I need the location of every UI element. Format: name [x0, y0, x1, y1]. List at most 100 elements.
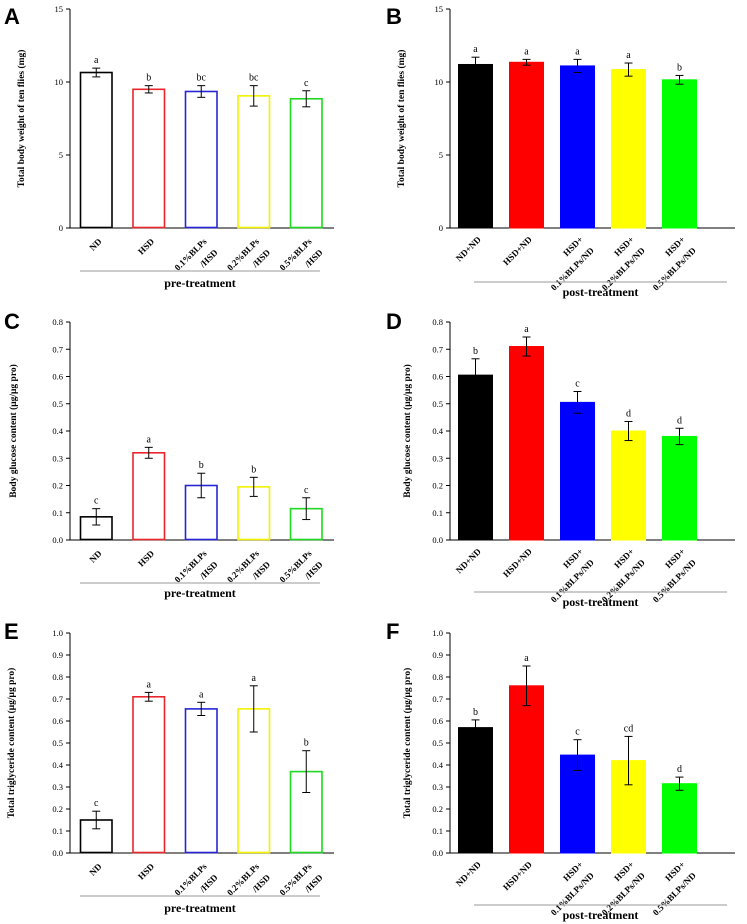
y-tick-label: 0.8 [432, 317, 443, 327]
y-axis-label: Total triglyceride content (μg/μg pro) [402, 668, 413, 819]
y-tick-label: 5 [439, 150, 443, 160]
panel-letter-a: A [4, 4, 20, 29]
y-axis-label: Total body weight of ten flies (mg) [16, 50, 27, 188]
significance-letter: c [304, 78, 309, 89]
y-tick-label: 0.7 [432, 694, 443, 704]
y-tick-label: 10 [55, 77, 64, 87]
y-tick-label: 0.2 [52, 481, 63, 491]
y-tick-label: 0.0 [432, 848, 443, 858]
bar [79, 71, 113, 229]
bar [458, 63, 493, 229]
significance-letter: c [94, 496, 99, 507]
group-label: pre-treatment [164, 586, 236, 600]
y-tick-label: 0.7 [432, 344, 443, 354]
x-tick-label: HSD [136, 861, 157, 882]
bar [289, 97, 323, 229]
panel-letter-f: F [386, 619, 399, 644]
y-tick-label: 0.4 [52, 426, 63, 436]
group-label: post-treatment [563, 908, 639, 922]
significance-letter: b [473, 707, 478, 718]
y-tick-label: 0.5 [432, 399, 443, 409]
y-tick-label: 0.9 [432, 650, 443, 660]
group-label: pre-treatment [164, 901, 236, 915]
y-tick-label: 0.5 [52, 738, 63, 748]
significance-letter: b [199, 460, 204, 471]
y-tick-label: 0.0 [52, 535, 63, 545]
significance-letter: a [473, 44, 478, 55]
y-tick-label: 0.0 [52, 848, 63, 858]
significance-letter: b [473, 346, 478, 357]
significance-letter: b [677, 62, 682, 73]
significance-letter: a [524, 324, 529, 335]
significance-letter: d [626, 408, 631, 419]
significance-letter: bc [249, 73, 259, 84]
significance-letter: a [252, 673, 257, 684]
y-tick-label: 1.0 [432, 628, 443, 638]
y-tick-label: 0.9 [52, 650, 63, 660]
y-tick-label: 0.3 [52, 453, 63, 463]
significance-letter: c [575, 378, 580, 389]
bar [560, 65, 595, 229]
significance-letter: a [147, 679, 152, 690]
y-tick-label: 0.4 [432, 426, 443, 436]
x-tick-label: ND+ND [454, 859, 483, 888]
y-tick-label: 0.3 [52, 782, 63, 792]
significance-letter: c [575, 727, 580, 738]
y-tick-label: 0.5 [432, 738, 443, 748]
y-axis-label: Body glucose content (μg/μg pro) [8, 364, 19, 498]
bar [611, 69, 646, 229]
significance-letter: d [677, 764, 682, 775]
y-tick-label: 0.5 [52, 399, 63, 409]
y-tick-label: 0.6 [52, 716, 63, 726]
x-tick-label: ND+ND [454, 546, 483, 575]
significance-letter: a [147, 434, 152, 445]
y-axis-label: Total triglyceride content (μg/μg pro) [6, 668, 17, 819]
x-tick-label: HSD+ND [501, 546, 534, 579]
bar [662, 783, 697, 854]
y-tick-label: 15 [435, 4, 444, 14]
significance-letter: a [626, 50, 631, 61]
y-tick-label: 0.4 [432, 760, 443, 770]
significance-letter: a [94, 55, 99, 66]
bar [132, 88, 166, 229]
y-tick-label: 0.3 [432, 782, 443, 792]
significance-letter: b [251, 464, 256, 475]
y-tick-label: 0.1 [52, 826, 63, 836]
bar [560, 754, 595, 854]
y-tick-label: 15 [55, 4, 64, 14]
significance-letter: c [94, 798, 99, 809]
group-label: post-treatment [563, 595, 639, 609]
significance-letter: a [524, 653, 529, 664]
significance-letter: a [199, 689, 204, 700]
y-tick-label: 0.0 [432, 535, 443, 545]
x-tick-label: HSD [136, 236, 157, 257]
group-label: post-treatment [563, 285, 639, 299]
panel-f: F 0.0 0.1 0.2 0.3 0.4 0.5 0.6 0.7 0.8 0.9 1.0 Total … [386, 619, 735, 922]
y-tick-label: 0 [439, 223, 443, 233]
x-tick-label: ND+ND [454, 234, 483, 263]
y-tick-label: 0.2 [432, 481, 443, 491]
panel-c: C 0.0 0.1 0.2 0.3 0.4 0.5 0.6 0.7 0.8 Body glucose… [4, 309, 334, 600]
y-tick-label: 0.8 [432, 672, 443, 682]
significance-letter: b [304, 738, 309, 749]
bar [662, 435, 697, 541]
y-tick-label: 0.2 [52, 804, 63, 814]
panel-b: B 0 5 10 15 Total body weight of ten flies (m… [386, 4, 735, 299]
panel-letter-b: B [386, 4, 402, 29]
y-tick-label: 0.1 [432, 508, 443, 518]
significance-letter: c [304, 485, 309, 496]
y-tick-label: 10 [435, 77, 444, 87]
bar [662, 79, 697, 229]
significance-letter: cd [624, 723, 633, 734]
group-label: pre-treatment [164, 276, 236, 290]
significance-letter: b [146, 73, 151, 84]
significance-letter: a [524, 46, 529, 57]
y-tick-label: 0.8 [52, 672, 63, 682]
bar [509, 346, 544, 541]
panel-letter-e: E [4, 619, 19, 644]
panel-letter-c: C [4, 309, 20, 334]
significance-letter: bc [197, 73, 207, 84]
bar [458, 374, 493, 541]
y-tick-label: 0.2 [432, 804, 443, 814]
